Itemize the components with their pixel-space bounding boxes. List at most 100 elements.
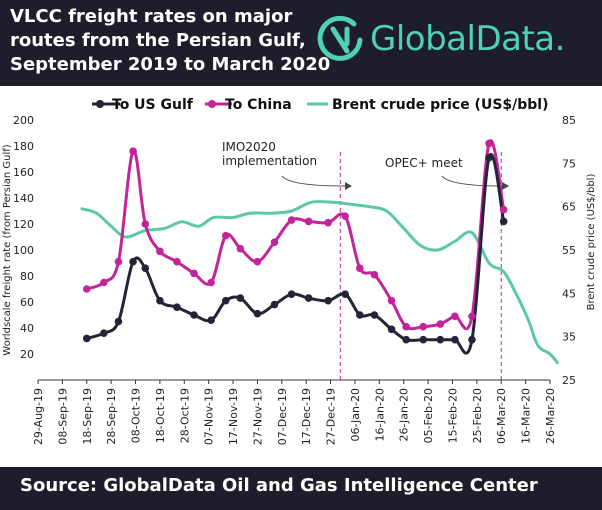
- data-point-to-china: [100, 278, 108, 287]
- data-point-to-china: [236, 244, 245, 253]
- data-point-to-us-gulf: [141, 264, 150, 273]
- globaldata-logo-text: GlobalData.: [370, 19, 565, 59]
- data-point-to-china: [387, 296, 396, 305]
- y2-tick-label: 85: [562, 114, 576, 127]
- imo2020-arrowhead: [345, 182, 352, 190]
- x-tick-label: 27-Nov-19: [251, 388, 264, 445]
- data-point-to-us-gulf: [356, 311, 364, 319]
- x-tick-label: 17-Nov-19: [227, 388, 240, 445]
- y2-tick-label: 45: [562, 287, 576, 300]
- globaldata-logo: GlobalData.: [312, 12, 598, 70]
- imo2020-label-line-1: IMO2020: [222, 140, 276, 154]
- y2-tick-label: 65: [562, 201, 576, 214]
- data-point-to-china: [436, 320, 445, 328]
- x-tick-label: 08-Oct-19: [130, 388, 143, 443]
- data-point-to-china: [129, 147, 137, 155]
- data-point-to-china: [402, 322, 410, 331]
- data-point-to-us-gulf: [207, 316, 215, 325]
- chart-legend: To US Gulf To China Brent crude price (U…: [92, 97, 549, 113]
- legend-item-brent: Brent crude price (US$/bbl): [307, 97, 549, 113]
- y2-tick-label: 75: [562, 157, 576, 170]
- legend-label-brent: Brent crude price (US$/bbl): [332, 97, 549, 113]
- x-tick-label: 15-Feb-20: [446, 388, 459, 443]
- title-line-2: routes from the Persian Gulf,: [10, 30, 306, 51]
- data-point-to-china: [499, 205, 508, 214]
- y-tick-label: 80: [20, 270, 34, 283]
- x-tick-label: 07-Dec-19: [276, 388, 289, 445]
- data-point-to-us-gulf: [253, 309, 262, 318]
- data-point-to-china: [190, 269, 198, 278]
- imo2020-label-line-2: implementation: [222, 154, 317, 168]
- legend-label-us-gulf: To US Gulf: [112, 97, 194, 113]
- x-tick-label: 16-Jan-20: [373, 388, 386, 442]
- data-point-to-us-gulf: [129, 257, 137, 266]
- chart-title: VLCC freight rates on major routes from …: [10, 5, 331, 77]
- y-tick-label: 40: [20, 322, 34, 335]
- legend-marker-us-gulf: [96, 100, 104, 108]
- data-point-to-us-gulf: [82, 334, 91, 343]
- y-tick-label: 20: [20, 348, 34, 361]
- data-point-to-us-gulf: [173, 303, 181, 312]
- x-tick-label: 16-Mar-20: [520, 388, 533, 444]
- data-point-to-china: [221, 231, 230, 240]
- data-point-to-us-gulf: [370, 311, 379, 319]
- x-tick-label: 06-Mar-20: [495, 388, 508, 444]
- data-point-to-us-gulf: [387, 325, 396, 334]
- series-line-to-us-gulf: [85, 153, 506, 355]
- data-point-to-us-gulf: [236, 294, 245, 302]
- x-axis-ticks: 29-Aug-19 08-Sep-19 18-Sep-19 28-Sep-19 08-O…: [32, 380, 557, 445]
- x-tick-label: 26-Mar-20: [544, 388, 557, 444]
- legend-marker-china: [208, 100, 216, 108]
- source-text: Source: GlobalData Oil and Gas Intellige…: [20, 475, 538, 496]
- data-point-to-china: [304, 217, 313, 226]
- header-banner: VLCC freight rates on major routes from …: [0, 0, 602, 86]
- data-point-to-us-gulf: [499, 217, 508, 226]
- data-point-to-us-gulf: [270, 300, 279, 309]
- data-point-to-us-gulf: [485, 153, 493, 162]
- data-point-to-us-gulf: [402, 335, 410, 344]
- y-axis-ticks: 20 40 60 80 100 120 140 160 180 200: [13, 114, 34, 361]
- y2-axis-ticks: 25 35 45 55 65 75 85: [562, 114, 576, 387]
- opec-meet-arrow: [441, 175, 503, 187]
- chart-area: To US Gulf To China Brent crude price (U…: [2, 97, 597, 445]
- title-line-1: VLCC freight rates on major: [10, 6, 293, 27]
- data-point-to-china: [287, 216, 296, 224]
- data-point-to-us-gulf: [436, 335, 445, 344]
- opec-meet-label: OPEC+ meet: [385, 156, 463, 170]
- x-tick-label: 06-Jan-20: [349, 388, 362, 442]
- y-tick-label: 140: [13, 192, 34, 205]
- data-point-to-china: [156, 247, 164, 256]
- data-point-to-us-gulf: [190, 311, 198, 319]
- y-tick-label: 180: [13, 140, 34, 153]
- x-tick-label: 28-Oct-19: [178, 388, 191, 443]
- data-point-to-china: [356, 264, 364, 273]
- x-tick-label: 05-Feb-20: [422, 388, 435, 443]
- data-point-to-us-gulf: [221, 296, 230, 305]
- data-point-to-china: [253, 257, 262, 266]
- x-tick-label: 18-Sep-19: [81, 388, 94, 445]
- data-point-to-us-gulf: [324, 296, 332, 305]
- data-point-to-us-gulf: [304, 294, 313, 302]
- data-point-to-us-gulf: [100, 329, 108, 338]
- x-tick-label: 08-Sep-19: [56, 388, 69, 445]
- legend-item-us-gulf: To US Gulf: [92, 97, 194, 113]
- data-point-to-china: [270, 238, 279, 246]
- y-tick-label: 120: [13, 218, 34, 231]
- legend-item-china: To China: [205, 97, 292, 113]
- data-point-to-us-gulf: [114, 317, 123, 326]
- title-line-3: September 2019 to March 2020: [10, 54, 331, 75]
- legend-label-china: To China: [225, 97, 292, 113]
- y2-axis-title: Brent crude price (US$/bbl): [586, 174, 597, 311]
- data-point-to-us-gulf: [156, 296, 164, 305]
- globaldata-logo-icon: [317, 15, 363, 61]
- data-point-to-us-gulf: [287, 290, 296, 299]
- x-tick-label: 28-Sep-19: [105, 388, 118, 445]
- data-point-to-china: [82, 285, 91, 293]
- y-tick-label: 200: [13, 114, 34, 127]
- x-tick-label: 18-Oct-19: [154, 388, 167, 443]
- data-point-to-china: [114, 257, 123, 266]
- data-point-to-us-gulf: [419, 335, 428, 344]
- data-point-to-china: [173, 257, 181, 266]
- chart-annotations: IMO2020 implementation OPEC+ meet: [222, 140, 509, 380]
- series-lines: [80, 139, 559, 365]
